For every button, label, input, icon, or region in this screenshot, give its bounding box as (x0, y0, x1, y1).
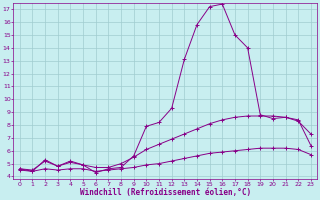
X-axis label: Windchill (Refroidissement éolien,°C): Windchill (Refroidissement éolien,°C) (80, 188, 251, 197)
